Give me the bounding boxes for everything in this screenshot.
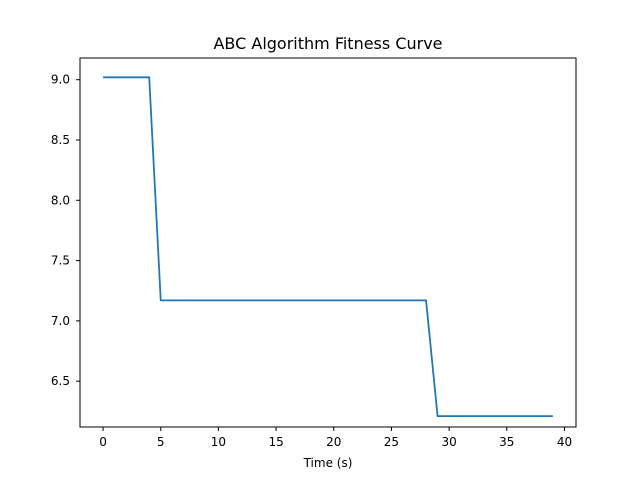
axes-frame — [79, 57, 577, 428]
x-tick-label: 25 — [384, 435, 399, 449]
x-tick-label: 20 — [326, 435, 341, 449]
x-axis-ticks: 0 5 10 15 20 25 30 35 40 — [99, 427, 572, 449]
x-tick-label: 15 — [268, 435, 283, 449]
y-tick-label: 7.5 — [51, 254, 70, 268]
y-tick-label: 8.5 — [51, 133, 70, 147]
y-tick-label: 6.5 — [51, 374, 70, 388]
plot-area: 0 5 10 15 20 25 30 35 40 6.5 7.0 7.5 8.0 8.5 9.0 — [51, 57, 577, 449]
y-tick-label: 8.0 — [51, 193, 70, 207]
chart-title: ABC Algorithm Fitness Curve — [213, 34, 442, 53]
x-axis-label: Time (s) — [303, 456, 353, 470]
x-tick-label: 10 — [211, 435, 226, 449]
fitness-line-series — [103, 76, 553, 418]
y-tick-label: 9.0 — [51, 73, 70, 87]
y-axis-ticks: 6.5 7.0 7.5 8.0 8.5 9.0 — [51, 73, 80, 388]
x-tick-label: 30 — [441, 435, 456, 449]
x-tick-label: 5 — [157, 435, 165, 449]
x-tick-label: 35 — [499, 435, 514, 449]
x-tick-label: 40 — [557, 435, 572, 449]
x-tick-label: 0 — [99, 435, 107, 449]
y-tick-label: 7.0 — [51, 314, 70, 328]
series-layer — [103, 76, 553, 418]
